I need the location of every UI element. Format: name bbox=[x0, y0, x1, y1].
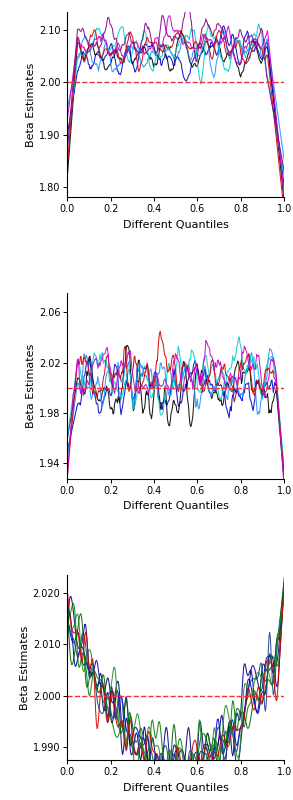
Y-axis label: Beta Estimates: Beta Estimates bbox=[26, 344, 36, 428]
Y-axis label: Beta Estimates: Beta Estimates bbox=[20, 626, 30, 710]
X-axis label: Different Quantiles: Different Quantiles bbox=[123, 501, 229, 511]
X-axis label: Different Quantiles: Different Quantiles bbox=[123, 220, 229, 230]
X-axis label: Different Quantiles: Different Quantiles bbox=[123, 782, 229, 793]
Y-axis label: Beta Estimates: Beta Estimates bbox=[26, 62, 36, 146]
